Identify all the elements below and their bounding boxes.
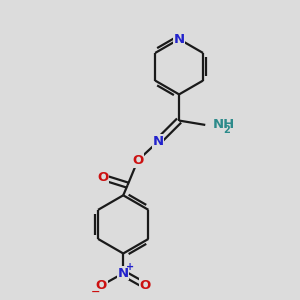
Text: NH: NH	[212, 118, 235, 131]
Text: −: −	[90, 287, 100, 297]
Text: 2: 2	[223, 125, 230, 135]
Text: N: N	[153, 135, 164, 148]
Text: O: O	[97, 171, 109, 184]
Text: O: O	[96, 279, 107, 292]
Text: O: O	[132, 154, 143, 167]
Text: N: N	[118, 267, 129, 280]
Text: N: N	[173, 33, 184, 46]
Text: O: O	[140, 279, 151, 292]
Text: +: +	[126, 262, 134, 272]
